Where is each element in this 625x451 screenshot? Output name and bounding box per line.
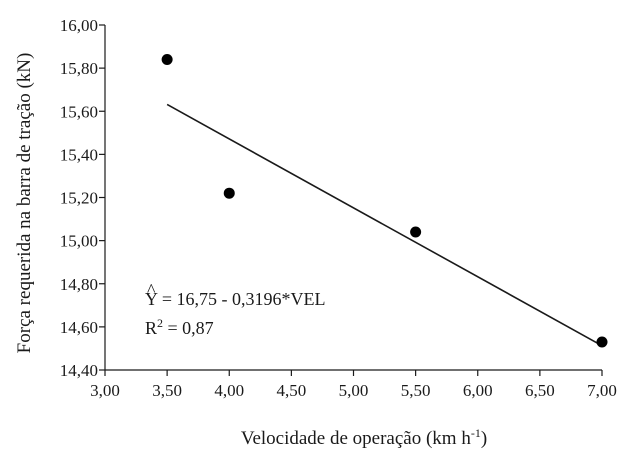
data-points	[161, 54, 608, 348]
y-tick-label: 15,00	[60, 232, 98, 251]
x-tick-label: 6,50	[525, 381, 555, 400]
x-tick-label: 5,00	[339, 381, 369, 400]
r-squared-sup: 2	[157, 316, 163, 330]
trendline-group	[166, 103, 603, 347]
x-tick-label: 6,00	[463, 381, 493, 400]
x-ticks: 3,00 3,50 4,00 4,50 5,00 5,50 6,00 6,50 7,00	[90, 370, 617, 400]
x-tick-label: 4,50	[277, 381, 307, 400]
x-axis-title-end: )	[481, 428, 487, 449]
x-axis-title-sup: -1	[471, 426, 481, 440]
x-axis-title: Velocidade de operação (km h-1)	[241, 426, 487, 449]
trendline	[166, 103, 603, 347]
x-tick-label: 7,00	[587, 381, 617, 400]
r-squared: R2 = 0,87	[145, 316, 214, 338]
data-point	[223, 187, 235, 199]
y-axis-title: Força requerida na barra de tração (kN)	[14, 53, 35, 354]
y-tick-label: 14,60	[60, 318, 98, 337]
y-tick-label: 14,40	[60, 361, 98, 380]
equation-line: Y = 16,75 - 0,3196*VEL	[145, 289, 325, 309]
data-point	[410, 226, 422, 238]
y-tick-label: 15,80	[60, 59, 98, 78]
x-tick-label: 3,00	[90, 381, 120, 400]
x-axis-title-text: Velocidade de operação (km h	[241, 428, 472, 449]
y-tick-label: 15,20	[60, 189, 98, 208]
regression-equation: ^ Y = 16,75 - 0,3196*VEL R2 = 0,87	[145, 280, 325, 338]
x-tick-label: 3,50	[152, 381, 182, 400]
y-ticks: 14,40 14,60 14,80 15,00 15,20 15,40 15,60 15,80…	[60, 16, 105, 380]
data-point	[596, 336, 608, 348]
r-squared-value: = 0,87	[163, 318, 214, 338]
y-tick-label: 15,60	[60, 102, 98, 121]
y-tick-label: 14,80	[60, 275, 98, 294]
x-tick-label: 5,50	[401, 381, 431, 400]
y-tick-label: 15,40	[60, 145, 98, 164]
y-tick-label: 16,00	[60, 16, 98, 35]
r-squared-prefix: R	[145, 318, 157, 338]
x-tick-label: 4,00	[214, 381, 244, 400]
data-point	[161, 54, 173, 65]
equation-hat: ^	[147, 280, 156, 300]
